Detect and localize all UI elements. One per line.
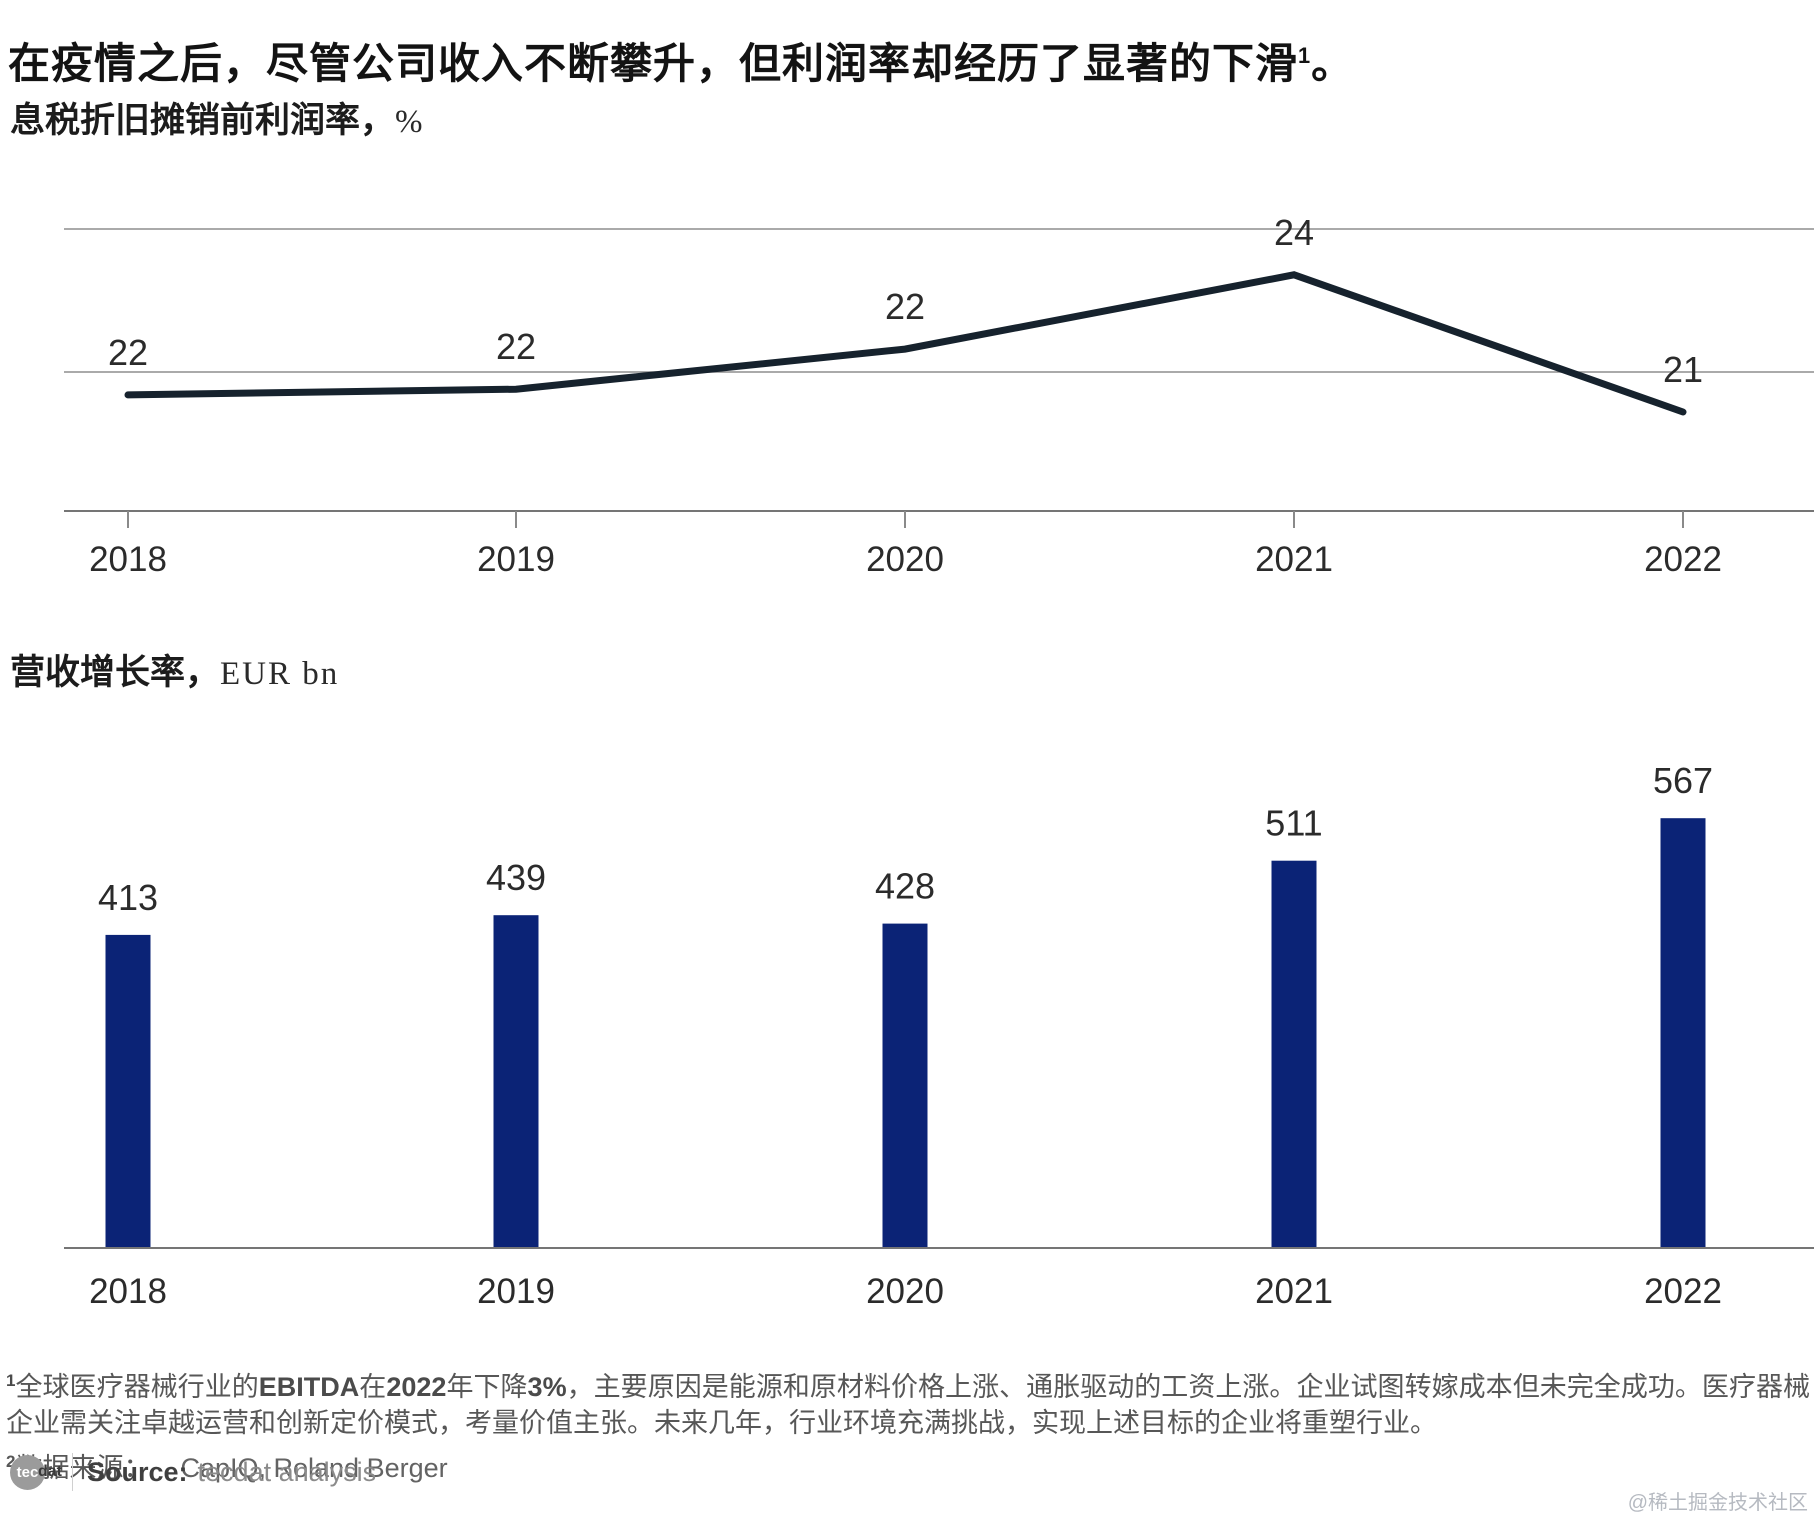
- text-segment: 1: [1298, 43, 1312, 69]
- page-title: 在疫情之后，尽管公司收入不断攀升，但利润率却经历了显著的下滑1。: [8, 30, 1354, 91]
- footnote-1: 1全球医疗器械行业的EBITDA在2022年下降3%，主要原因是能源和原材料价格…: [6, 1363, 1810, 1441]
- text-segment: ，主要原因是能源和原材料价格上涨、通胀驱动的工资上涨。企业试图转嫁成本但未完全成…: [6, 1372, 1811, 1438]
- text-segment: 全球医疗器械行业的: [15, 1372, 259, 1402]
- text-segment: 在疫情之后，尽管公司收入不断攀升，但利润率却经历了显著的下滑: [8, 40, 1299, 88]
- bar-chart-subtitle: 营收增长率，EUR bn: [10, 644, 339, 695]
- bar-value-label-2021: 511: [1265, 803, 1322, 844]
- tecdat-logo-suffix: dat: [38, 1463, 62, 1480]
- revenue-bar-2022: [1660, 818, 1706, 1248]
- text-segment: 年下降: [446, 1372, 528, 1402]
- revenue-bar-2019: [493, 915, 539, 1248]
- bar-year-label-2022: 2022: [1644, 1272, 1722, 1311]
- text-segment: CapIQ, Roland Berger: [180, 1453, 448, 1483]
- bar-value-label-2019: 439: [486, 857, 546, 898]
- text-segment: 。: [1311, 40, 1355, 88]
- text-segment: 1: [6, 1371, 16, 1390]
- bar-value-label-2020: 428: [875, 866, 935, 907]
- ebitda-margin-line: [124, 271, 1687, 416]
- bar-year-label-2018: 2018: [89, 1272, 167, 1311]
- revenue-bar-2021: [1271, 860, 1317, 1248]
- line-chart-subtitle-text: 息税折旧摊销前利润率，: [10, 101, 396, 140]
- line-value-label-2021: 24: [1274, 212, 1314, 253]
- ebitda-margin-line-chart: 22 22 22 24 21 2018 2019 2020 2021 2022: [64, 212, 1814, 579]
- line-year-label-2022: 2022: [1644, 540, 1722, 579]
- revenue-bar-2018: [105, 934, 151, 1248]
- text-segment: 在: [359, 1372, 387, 1402]
- bar-chart-unit-label: EUR bn: [220, 656, 340, 692]
- watermark: @稀土掘金技术社区: [1627, 1492, 1808, 1514]
- line-chart-unit-label: %: [395, 104, 425, 140]
- tecdat-logo: tec: [10, 1454, 45, 1490]
- line-year-label-2020: 2020: [866, 540, 944, 579]
- line-value-label-2020: 22: [885, 286, 925, 327]
- line-value-label-2019: 22: [496, 326, 536, 367]
- bar-value-label-2018: 413: [98, 877, 158, 918]
- source-divider: [72, 1453, 73, 1491]
- source-value: tecdat analysis: [197, 1456, 377, 1487]
- source-row: tec dat Source: tecdat analysis: [10, 1452, 376, 1492]
- line-year-label-2018: 2018: [89, 540, 167, 579]
- bar-year-label-2019: 2019: [477, 1272, 555, 1311]
- text-segment: 3%: [527, 1372, 567, 1402]
- line-value-label-2018: 22: [108, 332, 148, 373]
- bar-value-label-2022: 567: [1653, 760, 1713, 801]
- bar-year-label-2020: 2020: [866, 1272, 944, 1311]
- revenue-bar-chart: 413 439 428 511 567 2018 2019 2020 2021 2022: [64, 760, 1814, 1311]
- line-chart-subtitle: 息税折旧摊销前利润率，%: [10, 92, 425, 143]
- line-year-label-2021: 2021: [1255, 540, 1333, 579]
- text-segment: 2: [6, 1452, 16, 1471]
- text-segment: 2022: [386, 1372, 447, 1402]
- bar-chart-subtitle-text: 营收增长率，: [10, 653, 221, 692]
- line-year-label-2019: 2019: [477, 540, 555, 579]
- line-value-label-2022: 21: [1663, 349, 1703, 390]
- revenue-bar-2020: [882, 923, 928, 1248]
- text-segment: EBITDA: [258, 1372, 360, 1402]
- source-label: Source:: [87, 1456, 188, 1487]
- bar-year-label-2021: 2021: [1255, 1272, 1333, 1311]
